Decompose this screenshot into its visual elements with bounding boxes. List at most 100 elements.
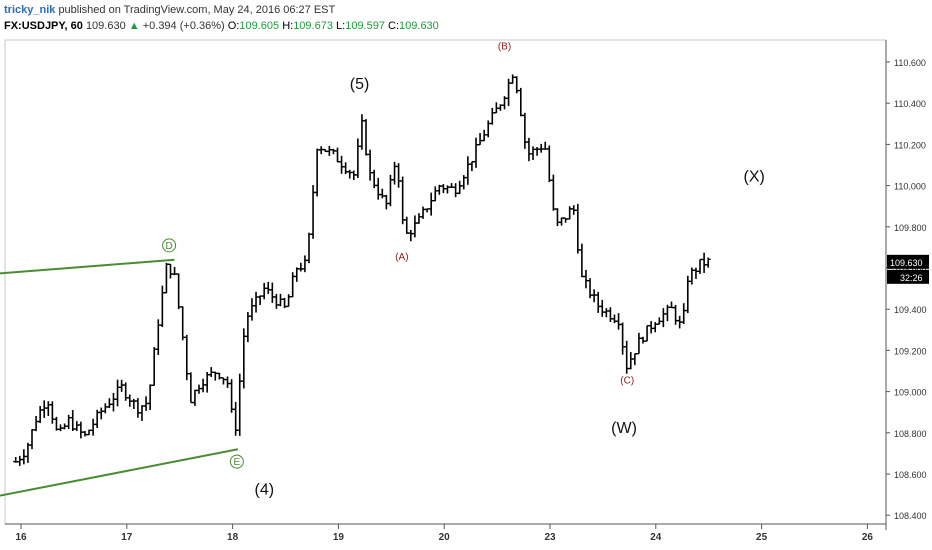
ohlc-bar: [363, 119, 369, 156]
ohlc-bar: [339, 155, 345, 174]
ohlc-bar: [705, 257, 711, 268]
ohlc-bar: [66, 414, 72, 430]
bar-countdown: 32:26: [900, 273, 923, 283]
trendline[interactable]: [0, 448, 239, 503]
ohlc-bar: [392, 161, 398, 185]
ohlc-bar: [457, 180, 463, 195]
x-tick-label: 18: [227, 532, 239, 543]
ohlc-bar: [286, 294, 292, 308]
ohlc-bar: [249, 298, 255, 321]
symbol-info-line: FX:USDJPY, 60 109.630 ▲ +0.394 (+0.36%) …: [4, 20, 439, 32]
y-tick-label: 109.000: [894, 388, 927, 398]
open-value: 109.605: [239, 20, 280, 32]
ohlc-bar: [192, 389, 198, 406]
author-link[interactable]: tricky_nik: [4, 4, 56, 16]
ohlc-bar: [400, 176, 406, 225]
ohlc-bar: [701, 252, 707, 273]
trendline[interactable]: [0, 258, 175, 276]
ohlc-bar: [591, 289, 597, 303]
chart-header: tricky_nik published on TradingView.com,…: [0, 0, 932, 36]
ohlc-bar: [90, 418, 96, 436]
ohlc-bar: [412, 215, 418, 238]
ohlc-bar: [383, 194, 389, 210]
ohlc-bar: [660, 308, 666, 328]
x-tick-label: 17: [121, 532, 133, 543]
ohlc-bar: [335, 147, 341, 163]
ohlc-bar: [375, 177, 381, 200]
ohlc-bar: [522, 112, 528, 149]
close-value: 109.630: [399, 20, 439, 32]
ohlc-bar: [632, 353, 638, 366]
ohlc-bar: [277, 293, 283, 307]
published-text: published on TradingView.com, May 24, 20…: [58, 4, 336, 16]
ohlc-bar: [188, 372, 194, 404]
ohlc-bar: [115, 379, 121, 407]
svg-text:E: E: [233, 457, 240, 468]
ohlc-bar: [261, 282, 267, 300]
ohlc-bar: [526, 137, 532, 162]
ohlc-bar: [237, 373, 243, 436]
svg-text:D: D: [166, 241, 173, 252]
wave-label-major: (5): [350, 76, 370, 93]
y-tick-label: 109.600: [894, 264, 927, 274]
ohlc-bar: [648, 321, 654, 334]
y-tick-label: 110.600: [894, 58, 926, 68]
ohlc-bar: [106, 398, 112, 408]
ohlc-bar: [359, 114, 365, 150]
ohlc-bar: [669, 301, 675, 309]
ohlc-bar: [489, 107, 495, 125]
ohlc-bar: [78, 421, 84, 439]
ohlc-bar: [33, 415, 39, 432]
publish-line: tricky_nik published on TradingView.com,…: [4, 4, 335, 16]
wave-label-minor: (B): [498, 42, 511, 53]
ohlc-bar: [326, 146, 332, 156]
ohlc-bar: [159, 285, 165, 328]
ohlc-bar: [432, 186, 438, 202]
ohlc-bar: [269, 282, 275, 303]
x-tick-label: 25: [756, 532, 768, 543]
symbol-name[interactable]: FX:USDJPY, 60: [4, 20, 83, 32]
ohlc-bar: [45, 401, 51, 416]
ohlc-bar: [355, 138, 361, 179]
ohlc-bar: [404, 216, 410, 234]
ohlc-bar: [673, 304, 679, 325]
wave-label-major: (4): [255, 482, 275, 499]
ohlc-bar: [546, 145, 552, 183]
ohlc-bar: [139, 405, 145, 422]
ohlc-bar: [180, 306, 186, 341]
wave-label-minor: (C): [620, 375, 634, 386]
ohlc-bar: [603, 308, 609, 318]
ohlc-bar: [510, 74, 516, 84]
ohlc-bar: [416, 213, 422, 224]
ohlc-bar: [428, 192, 434, 216]
y-tick-label: 108.400: [894, 511, 927, 521]
wave-label-circle: D: [162, 238, 177, 253]
ohlc-bar: [550, 174, 556, 211]
ohlc-bar: [607, 307, 613, 322]
y-tick-label: 110.200: [894, 140, 926, 150]
ohlc-bars: [13, 74, 711, 466]
plot-area: [4, 39, 887, 525]
x-tick-label: 26: [862, 532, 874, 543]
ohlc-bar: [579, 243, 585, 278]
x-tick-label: 16: [15, 532, 27, 543]
y-tick-label: 109.800: [894, 223, 927, 233]
ohlc-bar: [379, 188, 385, 199]
change-arrow-icon: ▲: [128, 20, 140, 32]
y-tick-label: 109.200: [894, 346, 927, 356]
y-tick-label: 110.000: [894, 182, 926, 192]
ohlc-bar: [151, 347, 157, 387]
ohlc-bar: [163, 262, 169, 294]
ohlc-bar: [644, 324, 650, 342]
ohlc-bar: [640, 336, 646, 344]
ohlc-bar: [465, 156, 471, 185]
ohlc-bar: [347, 169, 353, 179]
ohlc-bar: [176, 273, 182, 310]
ohlc-bar: [554, 208, 560, 227]
ohlc-bar: [257, 295, 263, 306]
close-label: C:: [388, 20, 400, 32]
x-tick-label: 19: [333, 532, 345, 543]
ohlc-bar: [367, 149, 373, 181]
ohlc-bar: [273, 293, 279, 309]
